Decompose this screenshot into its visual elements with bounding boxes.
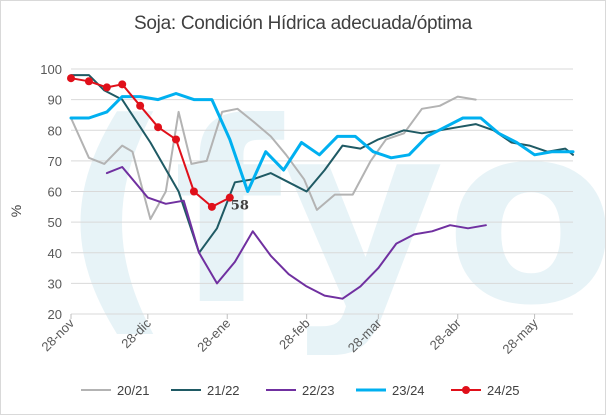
y-tick-label: 50 bbox=[48, 215, 62, 230]
data-point bbox=[172, 135, 181, 144]
y-tick-label: 100 bbox=[40, 62, 62, 77]
legend-item: 20/21 bbox=[81, 383, 150, 398]
data-point bbox=[102, 83, 111, 92]
data-point bbox=[67, 74, 75, 83]
series-line bbox=[70, 77, 231, 208]
y-tick-label: 30 bbox=[48, 276, 62, 291]
data-point bbox=[154, 123, 163, 132]
data-point bbox=[84, 77, 93, 86]
annotation-layer: 58 bbox=[231, 199, 249, 214]
legend: 20/21 21/22 22/23 23/24 24/25 bbox=[81, 383, 520, 398]
y-axis-label: % bbox=[8, 205, 24, 217]
y-tick-label: 20 bbox=[48, 307, 62, 322]
y-tick-label: 40 bbox=[48, 246, 62, 261]
data-point bbox=[118, 80, 127, 89]
y-tick-label: 80 bbox=[48, 123, 62, 138]
legend-label: 24/25 bbox=[487, 383, 520, 398]
legend-item: 21/22 bbox=[171, 383, 240, 398]
chart-title: Soja: Condición Hídrica adecuada/óptima bbox=[134, 13, 472, 34]
fyo-watermark-logo: (fyo bbox=[59, 69, 605, 360]
data-point bbox=[207, 202, 216, 211]
legend-item: 23/24 bbox=[356, 383, 425, 398]
legend-item: 22/23 bbox=[266, 383, 335, 398]
series-line bbox=[105, 166, 487, 300]
y-tick-label: 70 bbox=[48, 154, 62, 169]
gridlines bbox=[71, 68, 573, 315]
series-24-25 bbox=[67, 74, 234, 211]
legend-label: 20/21 bbox=[117, 383, 150, 398]
y-axis-ticks: 20 30 40 50 60 70 80 90 100 bbox=[40, 62, 62, 322]
series-layer bbox=[67, 74, 575, 300]
data-point bbox=[136, 101, 145, 110]
svg-text:(fyo: (fyo bbox=[59, 69, 605, 360]
data-point bbox=[225, 193, 234, 202]
legend-item: 24/25 bbox=[451, 383, 520, 398]
legend-label: 22/23 bbox=[302, 383, 335, 398]
series-line bbox=[70, 95, 477, 221]
series-22-23 bbox=[105, 166, 487, 300]
legend-marker bbox=[462, 386, 470, 394]
series-line bbox=[69, 92, 575, 193]
legend-label: 23/24 bbox=[392, 383, 425, 398]
y-tick-label: 90 bbox=[48, 93, 62, 108]
y-tick-label: 60 bbox=[48, 185, 62, 200]
legend-label: 21/22 bbox=[207, 383, 240, 398]
data-point bbox=[189, 187, 198, 196]
series-20-21 bbox=[70, 95, 477, 221]
data-label: 58 bbox=[231, 199, 249, 214]
series-23-24 bbox=[69, 92, 575, 193]
